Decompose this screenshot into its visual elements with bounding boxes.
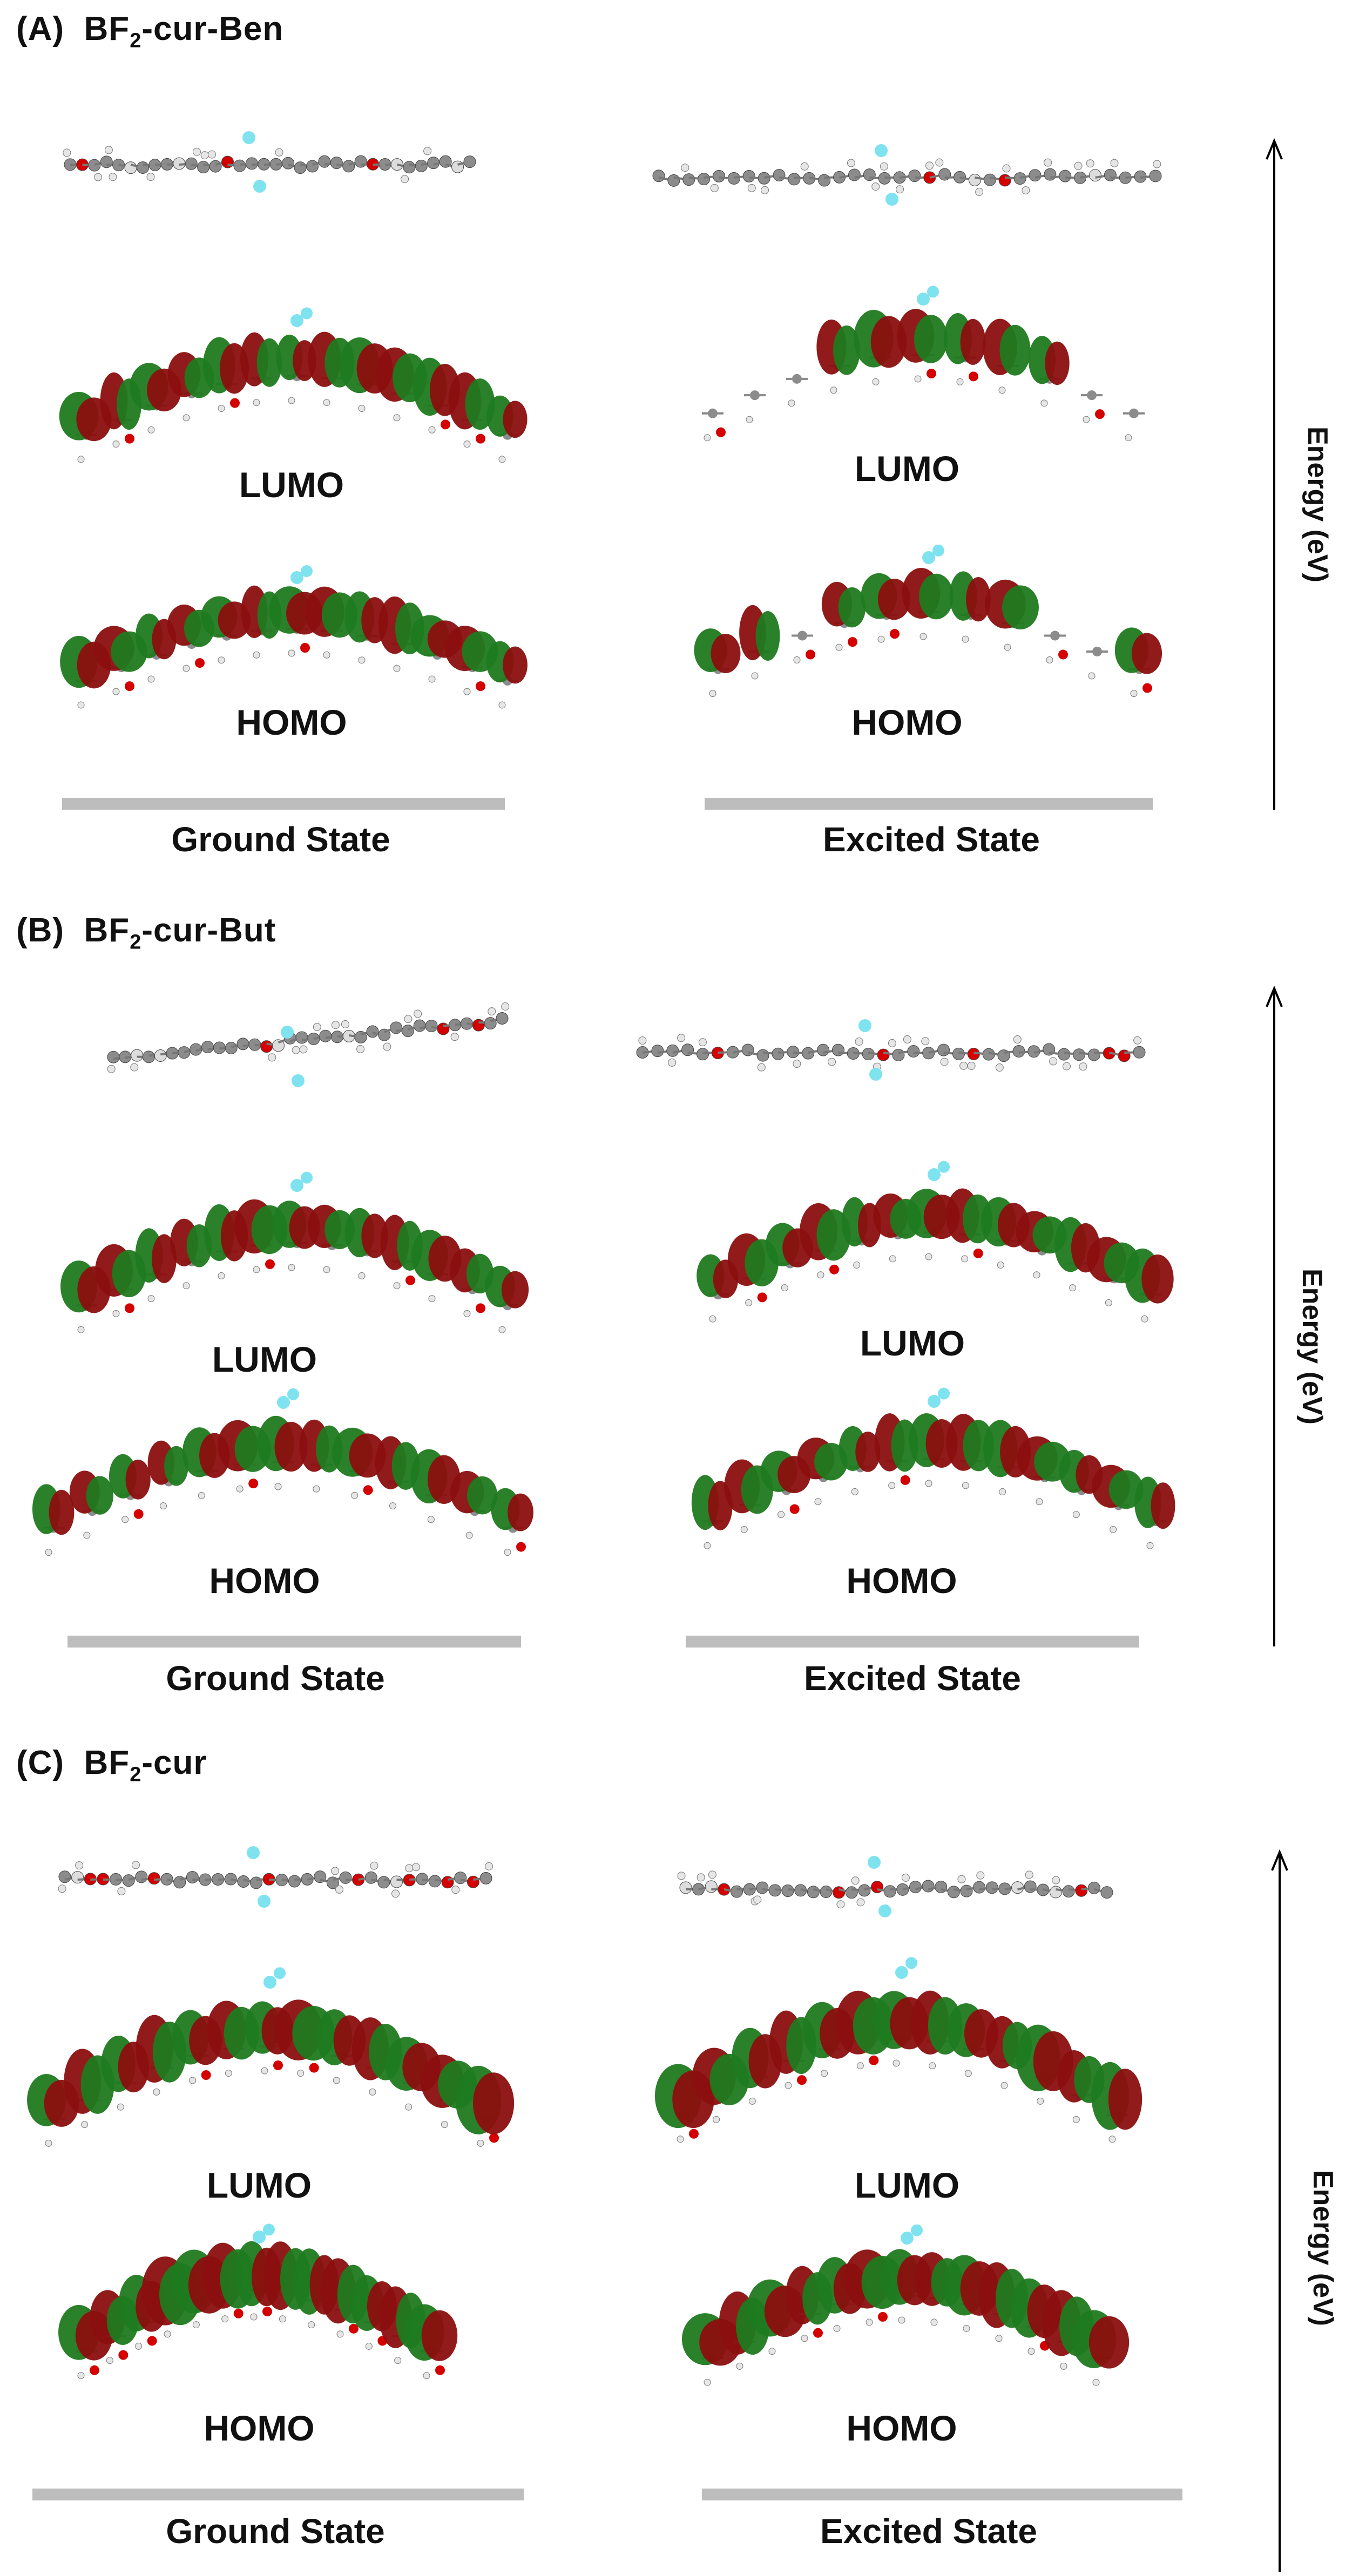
ground-geometry-molecule — [63, 131, 476, 193]
excited-homo-label: HOMO — [846, 2408, 957, 2448]
excited-homo-orbital — [694, 544, 1162, 697]
ground-lumo-orbital — [59, 307, 528, 463]
ground-homo-label: HOMO — [204, 2408, 315, 2448]
panel-a: (A) BF2-cur-Ben LUMO HOMO Ground State L… — [0, 0, 1359, 864]
excited-state-label: Excited State — [823, 820, 1040, 859]
excited-state-bar — [705, 798, 1153, 810]
panel-a-title: (A) BF2-cur-Ben — [16, 10, 284, 52]
ground-geometry-molecule — [107, 1002, 510, 1087]
excited-state-label: Excited State — [804, 1659, 1021, 1698]
ground-geometry-molecule — [58, 1846, 493, 1908]
excited-lumo-label: LUMO — [854, 2165, 960, 2205]
ground-homo-orbital — [32, 1388, 533, 1556]
ground-homo-label: HOMO — [209, 1561, 320, 1601]
excited-lumo-orbital — [702, 286, 1145, 442]
energy-axis-label: Energy (eV) — [1307, 2170, 1338, 2326]
excited-geometry-molecule — [636, 1019, 1146, 1081]
energy-axis-label: Energy (eV) — [1296, 1269, 1328, 1425]
energy-axis-arrow — [1271, 1849, 1288, 2572]
energy-axis-label: Energy (eV) — [1302, 426, 1333, 582]
excited-lumo-orbital — [697, 1161, 1174, 1323]
excited-geometry-molecule — [652, 144, 1162, 206]
ground-homo-orbital — [60, 565, 528, 709]
ground-lumo-orbital — [27, 1967, 515, 2147]
ground-lumo-label: LUMO — [212, 1339, 317, 1379]
excited-homo-orbital — [691, 1387, 1175, 1549]
panel-b-title: (B) BF2-cur-But — [16, 912, 276, 954]
ground-lumo-orbital — [60, 1171, 529, 1333]
panel-c-title: (C) BF2-cur — [16, 1744, 207, 1786]
panel-b: (B) BF2-cur-But LUMO HOMO Ground State L… — [0, 864, 1359, 1722]
excited-homo-orbital — [681, 2224, 1130, 2386]
excited-lumo-label: LUMO — [860, 1323, 965, 1363]
ground-state-bar — [62, 798, 505, 810]
ground-state-label: Ground State — [166, 1659, 385, 1698]
ground-lumo-label: LUMO — [206, 2165, 312, 2205]
ground-state-label: Ground State — [171, 820, 390, 859]
ground-homo-orbital — [58, 2224, 458, 2380]
ground-homo-label: HOMO — [236, 702, 347, 742]
ground-state-label: Ground State — [166, 2512, 385, 2551]
excited-homo-label: HOMO — [851, 702, 963, 742]
energy-axis-arrow — [1266, 138, 1283, 810]
energy-axis-arrow — [1266, 985, 1283, 1646]
excited-state-label: Excited State — [820, 2512, 1037, 2551]
ground-state-bar — [32, 2489, 524, 2500]
panel-c: (C) BF2-cur LUMO HOMO Ground State LUMO … — [0, 1722, 1359, 2576]
ground-state-bar — [67, 1636, 521, 1648]
excited-homo-label: HOMO — [846, 1561, 957, 1601]
excited-geometry-molecule — [677, 1856, 1113, 1917]
ground-lumo-label: LUMO — [239, 465, 344, 505]
excited-lumo-orbital — [654, 1957, 1142, 2143]
excited-state-bar — [702, 2489, 1182, 2500]
excited-lumo-label: LUMO — [854, 449, 960, 489]
excited-state-bar — [686, 1636, 1139, 1648]
